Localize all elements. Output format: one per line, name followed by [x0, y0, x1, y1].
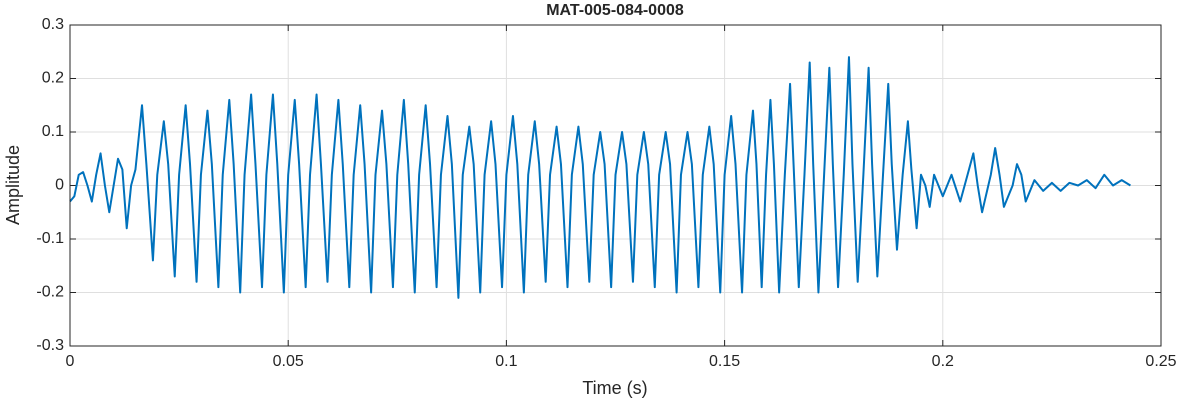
x-tick-label: 0 — [66, 353, 75, 370]
y-tick-label: -0.2 — [36, 284, 64, 301]
axes-box — [69, 24, 1162, 347]
y-axis-label: Amplitude — [3, 145, 23, 225]
x-tick-label: 0.15 — [709, 353, 740, 370]
waveform-line — [69, 56, 1131, 299]
y-tick-label: -0.1 — [36, 230, 64, 247]
y-tick-label: 0.1 — [42, 123, 64, 140]
x-tick-label: 0.2 — [932, 353, 954, 370]
y-tick-label: 0.2 — [42, 70, 64, 87]
x-tick-label: 0.1 — [495, 353, 517, 370]
x-axis-label: Time (s) — [582, 378, 647, 398]
chart-title: MAT-005-084-0008 — [546, 2, 684, 19]
y-tick-label: -0.3 — [36, 337, 64, 354]
x-tick-label: 0.25 — [1145, 353, 1176, 370]
y-tick-label: 0.3 — [42, 16, 64, 33]
x-tick-label: 0.05 — [273, 353, 304, 370]
y-tick-label: 0 — [55, 177, 64, 194]
